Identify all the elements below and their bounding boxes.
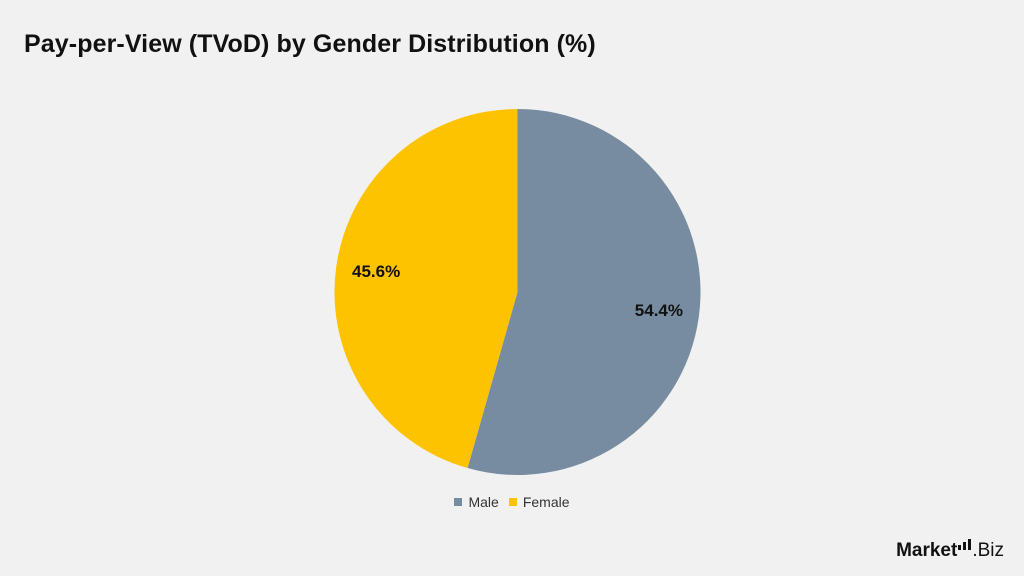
brand-logo-text-part1: Market bbox=[896, 540, 958, 561]
chart-title: Pay-per-View (TVoD) by Gender Distributi… bbox=[24, 30, 596, 58]
legend-swatch-female bbox=[508, 498, 517, 506]
pie-slice-female[interactable] bbox=[334, 109, 518, 469]
chart-legend: Male Female bbox=[0, 494, 1024, 510]
legend-item-female[interactable]: Female bbox=[508, 494, 570, 510]
legend-label-female: Female bbox=[522, 494, 570, 510]
legend-label-male: Male bbox=[468, 494, 499, 510]
bar-chart-icon bbox=[958, 539, 972, 550]
pie-slice-male[interactable] bbox=[467, 109, 701, 476]
data-label-female: 45.6% bbox=[352, 262, 400, 281]
legend-swatch-male bbox=[454, 498, 463, 506]
legend-item-male[interactable]: Male bbox=[454, 494, 499, 510]
brand-logo-text-part2: .Biz bbox=[972, 540, 1004, 561]
data-label-male: 54.4% bbox=[635, 301, 683, 320]
brand-logo: Market .Biz bbox=[896, 539, 1004, 562]
